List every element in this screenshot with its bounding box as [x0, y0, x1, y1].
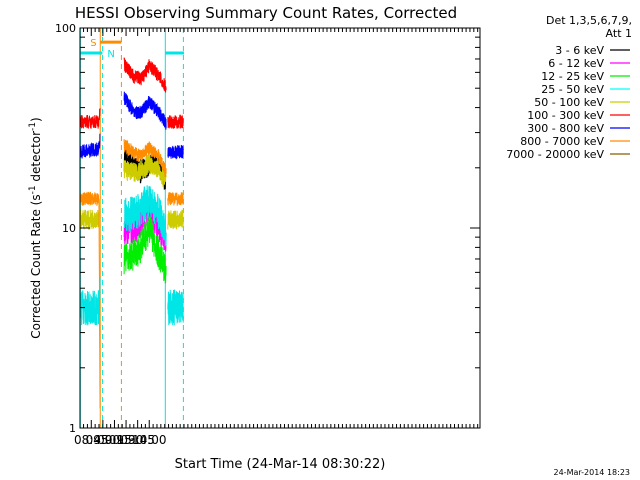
- x-tick-label-1: 09:00: [86, 433, 121, 447]
- series-5-segment-2: [167, 113, 184, 129]
- x-axis-label: Start Time (24-Mar-14 08:30:22): [175, 457, 386, 472]
- series-7-segment-2: [167, 192, 184, 206]
- series-5-segment-1: [123, 57, 167, 93]
- legend-label-3: 25 - 50 keV: [541, 83, 604, 96]
- flag-label-s: S: [90, 38, 96, 49]
- series-5-segment-0: [79, 108, 101, 129]
- y-tick-label-0: 1: [69, 422, 76, 435]
- series-6-segment-1: [123, 91, 167, 130]
- legend-label-4: 50 - 100 keV: [534, 96, 604, 109]
- legend-label-8: 7000 - 20000 keV: [506, 148, 604, 161]
- y-label-mid: detector: [29, 131, 43, 186]
- x-tick-label-0: 08:45: [74, 433, 109, 447]
- y-label-main: Corrected Count Rate (s: [29, 194, 43, 338]
- y-tick-label-2: 100: [55, 22, 76, 35]
- series-7-segment-1: [123, 139, 167, 177]
- legend-label-5: 100 - 300 keV: [527, 109, 604, 122]
- legend-header-detectors: Det 1,3,5,6,7,9,: [546, 14, 632, 27]
- series-4-segment-0: [79, 198, 101, 230]
- y-label-sup1: -1: [28, 185, 38, 194]
- x-tick-label-3: 09:30: [109, 433, 144, 447]
- legend-label-6: 300 - 800 keV: [527, 122, 604, 135]
- legend-label-7: 800 - 7000 keV: [520, 135, 604, 148]
- series-6-segment-2: [167, 144, 184, 160]
- flag-label-n: N: [107, 49, 114, 60]
- legend-label-1: 6 - 12 keV: [548, 57, 604, 70]
- y-label-end: ): [29, 117, 43, 122]
- x-tick-label-4: 09:45: [120, 433, 155, 447]
- y-tick-label-1: 10: [62, 222, 76, 235]
- y-axis-label: Corrected Count Rate (s-1 detector-1): [28, 117, 43, 338]
- series-4-segment-1: [123, 154, 167, 188]
- series-3-segment-1: [123, 185, 167, 247]
- series-3-segment-2: [167, 289, 184, 326]
- series-4-segment-2: [167, 209, 184, 230]
- data-layer: SN: [79, 28, 185, 428]
- series-6-segment-0: [79, 133, 101, 159]
- chart-title: HESSI Observing Summary Count Rates, Cor…: [75, 4, 457, 22]
- legend-header-attenuator: Att 1: [606, 27, 632, 40]
- y-label-sup2: -1: [28, 122, 38, 131]
- x-tick-label-2: 09:15: [97, 433, 132, 447]
- series-7-segment-0: [79, 191, 101, 409]
- legend-label-2: 12 - 25 keV: [541, 70, 604, 83]
- legend-label-0: 3 - 6 keV: [555, 44, 604, 57]
- timestamp: 24-Mar-2014 18:23: [554, 468, 631, 477]
- series-3-segment-0: [79, 276, 101, 326]
- x-tick-label-5: 10:00: [132, 433, 167, 447]
- series-2-segment-0: [123, 215, 167, 284]
